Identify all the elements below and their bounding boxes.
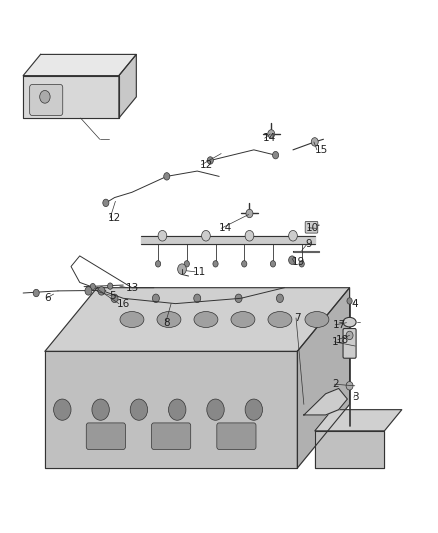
Polygon shape — [304, 389, 347, 415]
Text: 18: 18 — [336, 335, 349, 345]
FancyBboxPatch shape — [343, 328, 356, 358]
Ellipse shape — [157, 312, 181, 327]
Circle shape — [184, 261, 189, 267]
Circle shape — [299, 261, 304, 267]
Text: 11: 11 — [193, 267, 206, 277]
Polygon shape — [23, 76, 119, 118]
Circle shape — [235, 294, 242, 303]
FancyBboxPatch shape — [217, 423, 256, 449]
Text: 4: 4 — [352, 298, 358, 309]
Circle shape — [111, 294, 118, 303]
Polygon shape — [297, 288, 350, 468]
Circle shape — [245, 230, 254, 241]
Circle shape — [33, 289, 39, 297]
Circle shape — [103, 199, 109, 207]
Circle shape — [272, 151, 279, 159]
Circle shape — [158, 230, 167, 241]
Circle shape — [201, 230, 210, 241]
FancyBboxPatch shape — [30, 85, 63, 115]
Circle shape — [347, 298, 352, 304]
Circle shape — [85, 287, 92, 295]
Text: 8: 8 — [163, 318, 170, 328]
Ellipse shape — [231, 312, 255, 327]
Circle shape — [245, 399, 262, 420]
Circle shape — [207, 157, 213, 164]
FancyBboxPatch shape — [152, 423, 191, 449]
Circle shape — [108, 283, 113, 289]
Text: 17: 17 — [333, 320, 346, 330]
Circle shape — [242, 261, 247, 267]
Circle shape — [194, 294, 201, 303]
Text: 5: 5 — [110, 290, 116, 301]
Circle shape — [92, 399, 110, 420]
Circle shape — [169, 399, 186, 420]
Polygon shape — [315, 410, 402, 431]
Circle shape — [155, 261, 161, 267]
Polygon shape — [315, 431, 385, 468]
Text: 12: 12 — [199, 160, 213, 169]
Text: 12: 12 — [108, 213, 121, 223]
FancyBboxPatch shape — [305, 221, 318, 233]
Circle shape — [270, 261, 276, 267]
Circle shape — [246, 209, 253, 217]
Ellipse shape — [305, 312, 329, 327]
Ellipse shape — [194, 312, 218, 327]
Text: 7: 7 — [294, 313, 300, 323]
Circle shape — [207, 399, 224, 420]
Circle shape — [346, 331, 353, 340]
Text: 2: 2 — [332, 379, 339, 389]
Circle shape — [276, 294, 283, 303]
Circle shape — [40, 91, 50, 103]
Circle shape — [98, 287, 105, 295]
Circle shape — [178, 264, 186, 274]
Ellipse shape — [268, 312, 292, 327]
Text: 19: 19 — [292, 257, 305, 267]
Circle shape — [289, 256, 296, 264]
Circle shape — [152, 294, 159, 303]
Circle shape — [164, 173, 170, 180]
Text: 1: 1 — [332, 337, 339, 347]
Text: 14: 14 — [219, 223, 232, 233]
Text: 3: 3 — [352, 392, 358, 402]
Text: 15: 15 — [315, 145, 328, 155]
Text: 9: 9 — [305, 239, 312, 249]
Text: 13: 13 — [125, 282, 139, 293]
Text: 10: 10 — [306, 223, 319, 233]
Text: 14: 14 — [262, 133, 276, 143]
Polygon shape — [45, 351, 297, 468]
Circle shape — [289, 230, 297, 241]
Circle shape — [268, 130, 275, 138]
Polygon shape — [23, 54, 136, 76]
Circle shape — [346, 382, 353, 390]
Circle shape — [311, 138, 318, 146]
Circle shape — [90, 284, 95, 290]
Ellipse shape — [343, 317, 356, 327]
Circle shape — [53, 399, 71, 420]
Circle shape — [213, 261, 218, 267]
Text: 16: 16 — [117, 298, 130, 309]
Ellipse shape — [120, 312, 144, 327]
Polygon shape — [293, 251, 319, 252]
Circle shape — [130, 399, 148, 420]
Polygon shape — [119, 54, 136, 118]
Text: 6: 6 — [44, 293, 51, 303]
Polygon shape — [45, 288, 350, 351]
FancyBboxPatch shape — [86, 423, 125, 449]
